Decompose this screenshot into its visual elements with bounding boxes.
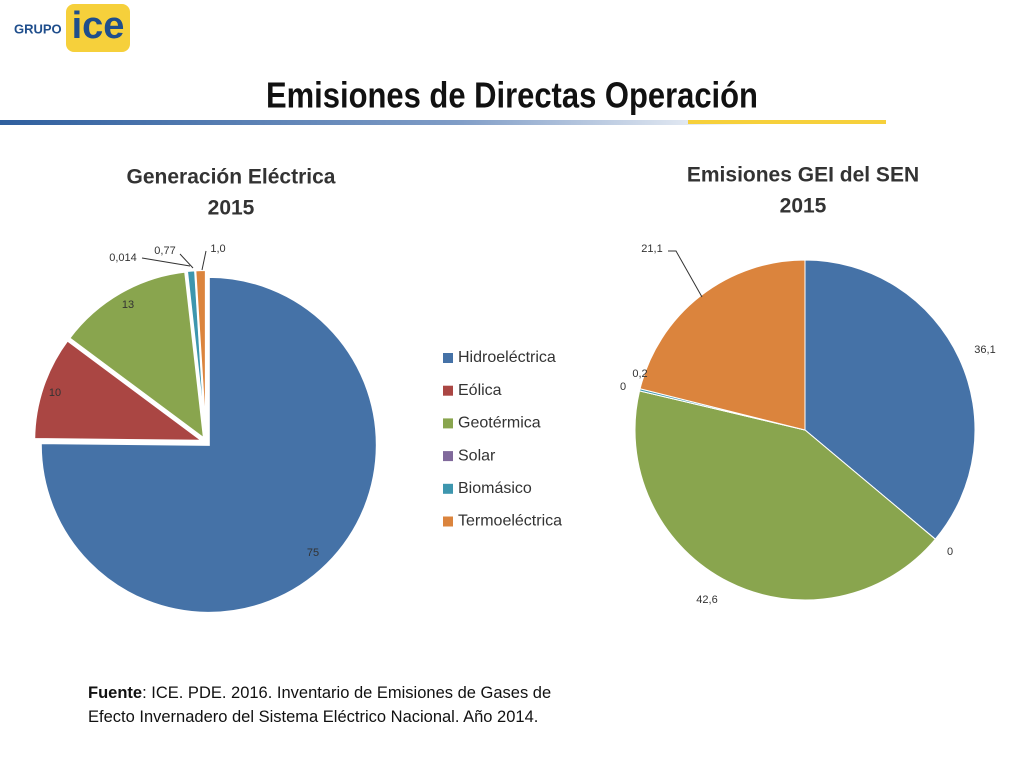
legend-swatch xyxy=(443,451,453,462)
legend-swatch xyxy=(443,516,453,527)
logo-big: ice xyxy=(72,5,125,47)
data-label: 0,77 xyxy=(154,245,175,257)
pie-slice xyxy=(39,275,378,614)
pie-slice xyxy=(804,259,976,540)
logo-box xyxy=(66,4,130,52)
legend-swatch xyxy=(443,483,453,494)
data-label: 0,2 xyxy=(632,368,647,380)
pie-slice xyxy=(67,270,206,441)
legend-label: Termoeléctrica xyxy=(458,513,562,530)
footnote-label: Fuente xyxy=(88,684,143,702)
chart-title: Generación Eléctrica xyxy=(127,166,336,189)
legend-label: Solar xyxy=(458,447,496,464)
legend-swatch xyxy=(443,385,453,396)
data-label: 13 xyxy=(122,299,134,311)
chart-subtitle: 2015 xyxy=(780,195,827,218)
data-label: 21,1 xyxy=(641,243,662,255)
pie-slice xyxy=(634,390,937,601)
legend-swatch xyxy=(443,418,453,429)
legend-label: Eólica xyxy=(458,382,502,399)
data-label: 0,014 xyxy=(109,252,137,264)
chart-title: Emisiones GEI del SEN xyxy=(687,164,919,187)
footnote-text: : ICE. PDE. 2016. Inventario de Emisione… xyxy=(88,684,552,726)
data-label: 75 xyxy=(307,547,319,559)
pie-slice xyxy=(639,259,806,431)
pie-slice xyxy=(33,339,206,442)
slide-title: Emisiones de Directas Operación xyxy=(266,76,758,116)
legend-swatch xyxy=(443,353,453,363)
legend-label: Hidroeléctrica xyxy=(458,349,556,366)
leader-line xyxy=(179,253,194,269)
leader-line xyxy=(201,250,207,271)
chart-subtitle: 2015 xyxy=(208,197,255,220)
logo-small: GRUPO xyxy=(14,21,62,36)
title-accent xyxy=(688,120,886,124)
data-label: 10 xyxy=(49,387,61,399)
leader-line xyxy=(141,257,191,267)
leader-line xyxy=(668,250,703,298)
legend-label: Geotérmica xyxy=(458,415,541,432)
legend-label: Biomásico xyxy=(458,480,532,497)
data-label: 36,1 xyxy=(974,344,995,356)
data-label: 0 xyxy=(947,546,953,558)
pie-slice xyxy=(194,269,207,439)
title-rule xyxy=(0,120,760,125)
footnote: Fuente: ICE. PDE. 2016. Inventario de Em… xyxy=(88,681,563,729)
data-label: 0 xyxy=(620,381,626,393)
data-label: 42,6 xyxy=(696,594,717,606)
data-label: 1,0 xyxy=(210,243,225,255)
